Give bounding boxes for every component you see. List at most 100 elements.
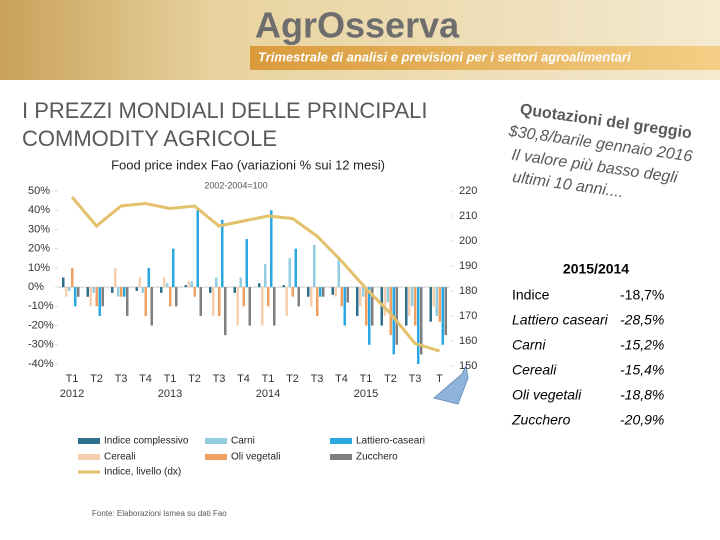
bar [212, 287, 215, 316]
table-value: -18,7% [620, 287, 664, 303]
bar [258, 283, 261, 288]
legend-swatch [205, 454, 227, 460]
bar [248, 287, 251, 326]
bar [414, 287, 417, 326]
bar [371, 287, 374, 326]
y2-tick-label: 210 [459, 210, 477, 222]
y-tick-label: 40% [28, 204, 50, 216]
bar [187, 281, 190, 288]
bar [264, 264, 267, 288]
legend-label: Indice, livello (dx) [104, 467, 181, 478]
bar [319, 287, 322, 297]
bar [408, 287, 411, 316]
y2-tick-label: 160 [459, 335, 477, 347]
legend-label: Carni [231, 436, 255, 447]
bar [101, 287, 104, 307]
bar [144, 287, 147, 316]
bar [95, 287, 98, 307]
y-tick-label: -40% [28, 358, 54, 370]
bar [196, 210, 199, 288]
y-tick-label: 30% [28, 223, 50, 235]
legend-label: Cereali [104, 452, 136, 463]
bar [294, 248, 297, 288]
bar [209, 287, 212, 293]
x-tick-label: T1 [262, 373, 275, 385]
x-tick-label: T4 [237, 373, 250, 385]
chart-subtitle: 2002-2004=100 [204, 180, 267, 190]
bar [111, 287, 114, 293]
bar [362, 287, 365, 297]
x-tick-label: T2 [188, 373, 201, 385]
bar [346, 287, 349, 303]
x-tick-label: T [436, 373, 443, 385]
legend-label: Indice complessivo [104, 436, 189, 447]
bar [405, 287, 408, 326]
bar [435, 287, 438, 316]
y-tick-label: -10% [28, 300, 54, 312]
bar [89, 287, 92, 307]
bar [285, 287, 288, 316]
bar [123, 287, 126, 297]
x-tick-label: T1 [360, 373, 373, 385]
y-tick-label: 20% [28, 243, 50, 255]
slide-title: COMMODITY AGRICOLE [22, 126, 277, 151]
bar [126, 287, 129, 316]
bar [395, 287, 398, 345]
bar [215, 277, 218, 288]
table-label: Carni [512, 337, 546, 353]
bar [417, 287, 420, 364]
bar [359, 287, 362, 307]
legend-swatch [78, 454, 100, 460]
bar [383, 287, 386, 316]
x-tick-label: T3 [311, 373, 324, 385]
bar [288, 258, 291, 288]
table-title: 2015/2014 [563, 261, 629, 277]
legend-label: Lattiero-caseari [356, 436, 425, 447]
bar [368, 287, 371, 345]
bar [184, 285, 187, 288]
bar [343, 287, 346, 326]
bar [172, 248, 175, 288]
legend-swatch [205, 438, 227, 444]
bar [150, 287, 153, 326]
bar [386, 287, 389, 303]
bar [65, 287, 68, 297]
y-tick-label: -20% [28, 319, 54, 331]
bar [193, 287, 196, 297]
table-value: -20,9% [620, 412, 664, 428]
bar [267, 287, 270, 307]
table-value: -15,2% [620, 337, 664, 353]
bar [356, 287, 359, 316]
legend-label: Zucchero [356, 452, 398, 463]
x-tick-label: T2 [90, 373, 103, 385]
bar [261, 287, 264, 326]
bar [392, 287, 395, 355]
bar [147, 267, 150, 288]
legend-swatch [78, 438, 100, 444]
bar [365, 287, 368, 326]
bar [175, 287, 178, 307]
y2-tick-label: 200 [459, 235, 477, 247]
bar [166, 283, 169, 288]
table-value: -28,5% [620, 312, 664, 328]
table-label: Zucchero [511, 412, 571, 428]
bar [420, 287, 423, 355]
bar [441, 287, 444, 345]
arrow [432, 364, 469, 405]
x-tick-label: T1 [66, 373, 79, 385]
bar [307, 287, 310, 297]
bar [297, 287, 300, 307]
bar [77, 287, 80, 297]
y2-tick-label: 150 [459, 360, 477, 372]
bar [334, 287, 337, 297]
table-label: Cereali [512, 362, 557, 378]
bar [340, 287, 343, 307]
table-label: Lattiero caseari [512, 312, 609, 328]
year-label: 2012 [60, 388, 84, 400]
bar [224, 287, 227, 336]
table-value: -18,8% [620, 387, 664, 403]
bar [68, 287, 71, 291]
bar [331, 287, 334, 295]
